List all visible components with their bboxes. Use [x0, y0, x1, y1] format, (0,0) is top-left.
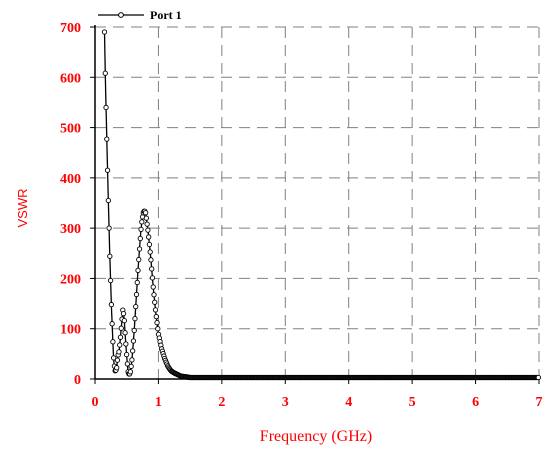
- series-point: [138, 226, 144, 233]
- series-point: [143, 215, 150, 221]
- x-tick-label: 6: [472, 395, 479, 410]
- series-point: [123, 341, 129, 347]
- series-point: [130, 338, 137, 344]
- y-tick-labels: 0 100 200 300 400 500 600 700: [60, 21, 81, 388]
- series-point: [124, 361, 131, 367]
- series-point: [105, 197, 111, 204]
- series-point: [149, 266, 155, 272]
- y-axis-title: VSWR: [15, 189, 30, 228]
- series-point: [145, 227, 151, 233]
- series-point: [136, 246, 143, 252]
- y-tick-label: 500: [60, 122, 81, 137]
- series-point: [102, 70, 108, 76]
- series-point: [152, 307, 159, 313]
- series-point: [109, 321, 115, 327]
- series-point: [127, 369, 134, 375]
- series-point: [104, 136, 110, 142]
- series-point: [153, 313, 159, 320]
- series-point: [130, 348, 136, 354]
- series-point: [152, 299, 158, 305]
- series-point: [142, 210, 149, 216]
- series-point: [150, 284, 156, 290]
- series-point: [133, 303, 139, 310]
- x-tick-label: 7: [536, 395, 543, 410]
- y-tick-label: 300: [60, 222, 81, 237]
- series-point: [535, 374, 542, 381]
- series-point: [147, 249, 153, 255]
- series-point: [118, 325, 124, 331]
- series-point: [101, 29, 108, 35]
- grid: [95, 26, 540, 379]
- series-point: [135, 267, 141, 274]
- x-tick-label: 2: [218, 395, 225, 410]
- legend-marker: [118, 12, 124, 18]
- series-point: [103, 104, 109, 111]
- series-point: [144, 221, 150, 227]
- y-tick-label: 700: [60, 21, 81, 36]
- series-point: [128, 363, 134, 370]
- y-tick-label: 200: [60, 272, 81, 287]
- series-point: [107, 277, 114, 284]
- series-point: [149, 275, 156, 281]
- series-point: [133, 291, 140, 298]
- series-point: [132, 316, 138, 322]
- y-tick-label: 400: [60, 172, 81, 187]
- series-point: [148, 257, 154, 263]
- series-point: [111, 355, 117, 361]
- series-point: [146, 234, 152, 240]
- y-tick-label: 0: [74, 373, 81, 388]
- x-tick-label: 3: [282, 395, 289, 410]
- series-point: [134, 279, 140, 286]
- legend: Port 1: [98, 8, 182, 22]
- series-point: [104, 167, 111, 173]
- series-point: [110, 339, 116, 345]
- x-axis-title: Frequency (GHz): [260, 428, 372, 445]
- x-tick-label: 0: [92, 395, 99, 410]
- series-point: [117, 342, 123, 348]
- series-line: [103, 32, 539, 379]
- series-point: [136, 256, 142, 263]
- series-point: [107, 253, 113, 259]
- series-point: [117, 334, 124, 340]
- series-point: [121, 318, 127, 324]
- x-tick-label: 4: [345, 395, 352, 410]
- series-point: [114, 365, 120, 371]
- series-point: [129, 357, 135, 363]
- series-point: [120, 310, 127, 317]
- x-tick-label: 1: [155, 395, 162, 410]
- y-tick-label: 100: [60, 323, 81, 338]
- y-tick-label: 600: [60, 71, 81, 86]
- x-tick-labels: 0 1 2 3 4 5 6 7: [92, 395, 543, 410]
- series-point: [123, 351, 130, 358]
- series-point: [139, 219, 145, 225]
- series-point: [114, 357, 121, 363]
- series-point: [108, 301, 115, 308]
- series-point: [106, 225, 112, 231]
- series-point: [116, 349, 122, 355]
- series-point: [151, 292, 157, 298]
- series-point: [154, 320, 160, 326]
- series: [101, 29, 542, 381]
- series-point: [155, 326, 161, 332]
- series-point: [122, 330, 128, 336]
- x-tick-label: 5: [409, 395, 416, 410]
- series-point: [137, 235, 143, 242]
- series-point: [131, 327, 137, 334]
- series-point: [146, 241, 153, 248]
- legend-label: Port 1: [150, 8, 182, 22]
